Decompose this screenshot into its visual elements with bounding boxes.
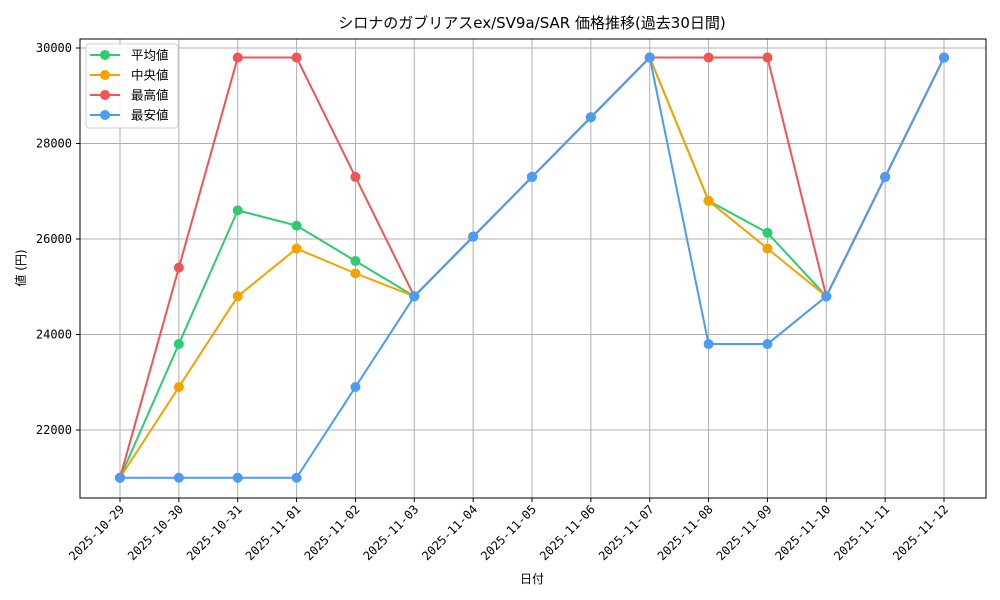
x-tick-label: 2025-11-12 (890, 502, 951, 563)
x-tick-label: 2025-10-31 (184, 502, 245, 563)
y-tick-label: 28000 (36, 137, 72, 151)
x-tick-label: 2025-11-06 (537, 502, 598, 563)
legend-label: 平均値 (131, 48, 169, 63)
x-tick-label: 2025-11-02 (302, 502, 363, 563)
data-point (173, 262, 184, 273)
data-series (115, 52, 949, 483)
data-point (762, 243, 773, 254)
x-tick-label: 2025-11-04 (419, 502, 480, 563)
legend-label: 最高値 (131, 88, 169, 103)
y-tick-label: 22000 (36, 423, 72, 437)
x-tick-label: 2025-11-03 (360, 502, 421, 563)
data-point (585, 112, 596, 123)
legend-box (85, 43, 179, 129)
data-point (173, 472, 184, 483)
legend-marker (100, 110, 110, 120)
series-最安値 (115, 52, 949, 483)
data-point (762, 52, 773, 63)
data-point (350, 382, 361, 393)
data-point (232, 52, 243, 63)
data-point (291, 52, 302, 63)
data-point (232, 472, 243, 483)
data-point (291, 220, 302, 231)
legend-item: 中央値 (90, 68, 169, 83)
x-tick-label: 2025-11-08 (655, 502, 716, 563)
x-axis-label: 日付 (520, 572, 544, 586)
data-point (644, 52, 655, 63)
y-tick-label: 26000 (36, 232, 72, 246)
x-tick-label: 2025-11-07 (596, 502, 657, 563)
data-point (291, 243, 302, 254)
y-axis: 22000 24000 26000 28000 30000 (36, 41, 80, 437)
x-axis: 2025-10-292025-10-302025-10-312025-11-01… (66, 498, 951, 563)
data-point (115, 472, 125, 483)
data-point (703, 339, 714, 350)
data-point (350, 171, 361, 182)
x-tick-label: 2025-11-05 (478, 502, 539, 563)
legend-item: 最安値 (90, 108, 169, 123)
x-tick-label: 2025-10-30 (125, 502, 186, 563)
data-point (350, 255, 361, 266)
data-point (821, 291, 832, 302)
x-tick-label: 2025-11-01 (243, 502, 304, 563)
data-point (703, 195, 714, 206)
legend-item: 平均値 (90, 48, 169, 63)
data-point (703, 52, 714, 63)
data-point (173, 339, 184, 350)
legend-marker (100, 70, 110, 80)
plot-frame (79, 38, 987, 499)
data-point (762, 339, 773, 350)
legend-marker (100, 90, 110, 100)
data-point (232, 291, 243, 302)
legend-label: 最安値 (131, 108, 169, 123)
data-point (173, 382, 184, 393)
legend-item: 最高値 (90, 88, 169, 103)
chart-title: シロナのガブリアスex/SV9a/SAR 価格推移(過去30日間) (338, 14, 726, 32)
x-tick-label: 2025-10-29 (66, 502, 127, 563)
x-tick-label: 2025-11-09 (714, 502, 775, 563)
data-point (762, 227, 773, 238)
y-axis-label: 値 (円) (13, 249, 28, 286)
y-tick-label: 30000 (36, 41, 72, 55)
grid-lines (80, 39, 986, 498)
data-point (232, 205, 243, 216)
data-point (527, 171, 537, 182)
data-point (880, 171, 891, 182)
data-point (468, 231, 479, 242)
data-point (350, 268, 361, 279)
data-point (409, 291, 420, 302)
legend-label: 中央値 (131, 68, 169, 83)
data-point (291, 472, 302, 483)
x-tick-label: 2025-11-11 (831, 502, 892, 563)
y-tick-label: 24000 (36, 328, 72, 342)
x-tick-label: 2025-11-10 (772, 502, 833, 563)
data-point (939, 52, 949, 63)
legend-marker (100, 50, 110, 60)
